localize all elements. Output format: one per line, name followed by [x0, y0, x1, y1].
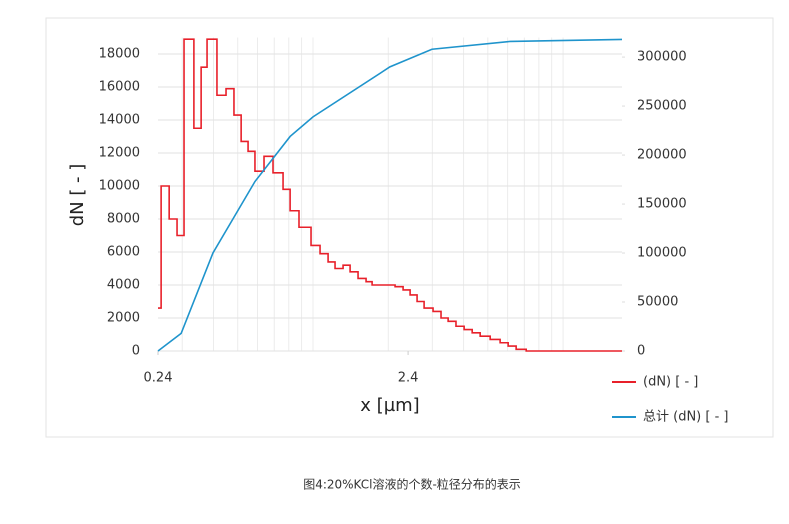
y-tick-label: 6000 — [107, 245, 140, 260]
series-line — [157, 38, 623, 352]
chart-frame — [45, 17, 774, 438]
y-tick-label: 14000 — [99, 113, 140, 128]
y-tick-label: 10000 — [99, 179, 140, 194]
y2-tick-label: 250000 — [637, 99, 687, 114]
y2-tick-label: 50000 — [637, 295, 678, 310]
y-tick-label: 8000 — [107, 212, 140, 227]
y-tick-label: 2000 — [107, 311, 140, 326]
y2-tick-label: 150000 — [637, 197, 687, 212]
y2-tick-label: 300000 — [637, 50, 687, 65]
step-line — [158, 38, 622, 352]
x-tick-label: 0.24 — [144, 371, 173, 386]
caption: 图4:20%KCl溶液的个数-粒径分布的表示 — [303, 477, 521, 492]
y2-tick-label: 0 — [637, 344, 645, 359]
y-tick-label: 16000 — [99, 80, 140, 95]
y2-tick-label: 200000 — [637, 148, 687, 163]
y-tick-label: 4000 — [107, 278, 140, 293]
legend-label: (dN) [ - ] — [643, 375, 698, 390]
y-axis-title: dN [ - ] — [67, 164, 88, 227]
y-tick-label: 18000 — [99, 47, 140, 62]
y2-tick-label: 100000 — [637, 246, 687, 261]
x-tick-label: 2.4 — [398, 371, 419, 386]
legend-label: 总计 (dN) [ - ] — [643, 410, 728, 425]
y-tick-label: 12000 — [99, 146, 140, 161]
x-axis-title: x [µm] — [360, 395, 419, 416]
y-tick-label: 0 — [132, 344, 140, 359]
